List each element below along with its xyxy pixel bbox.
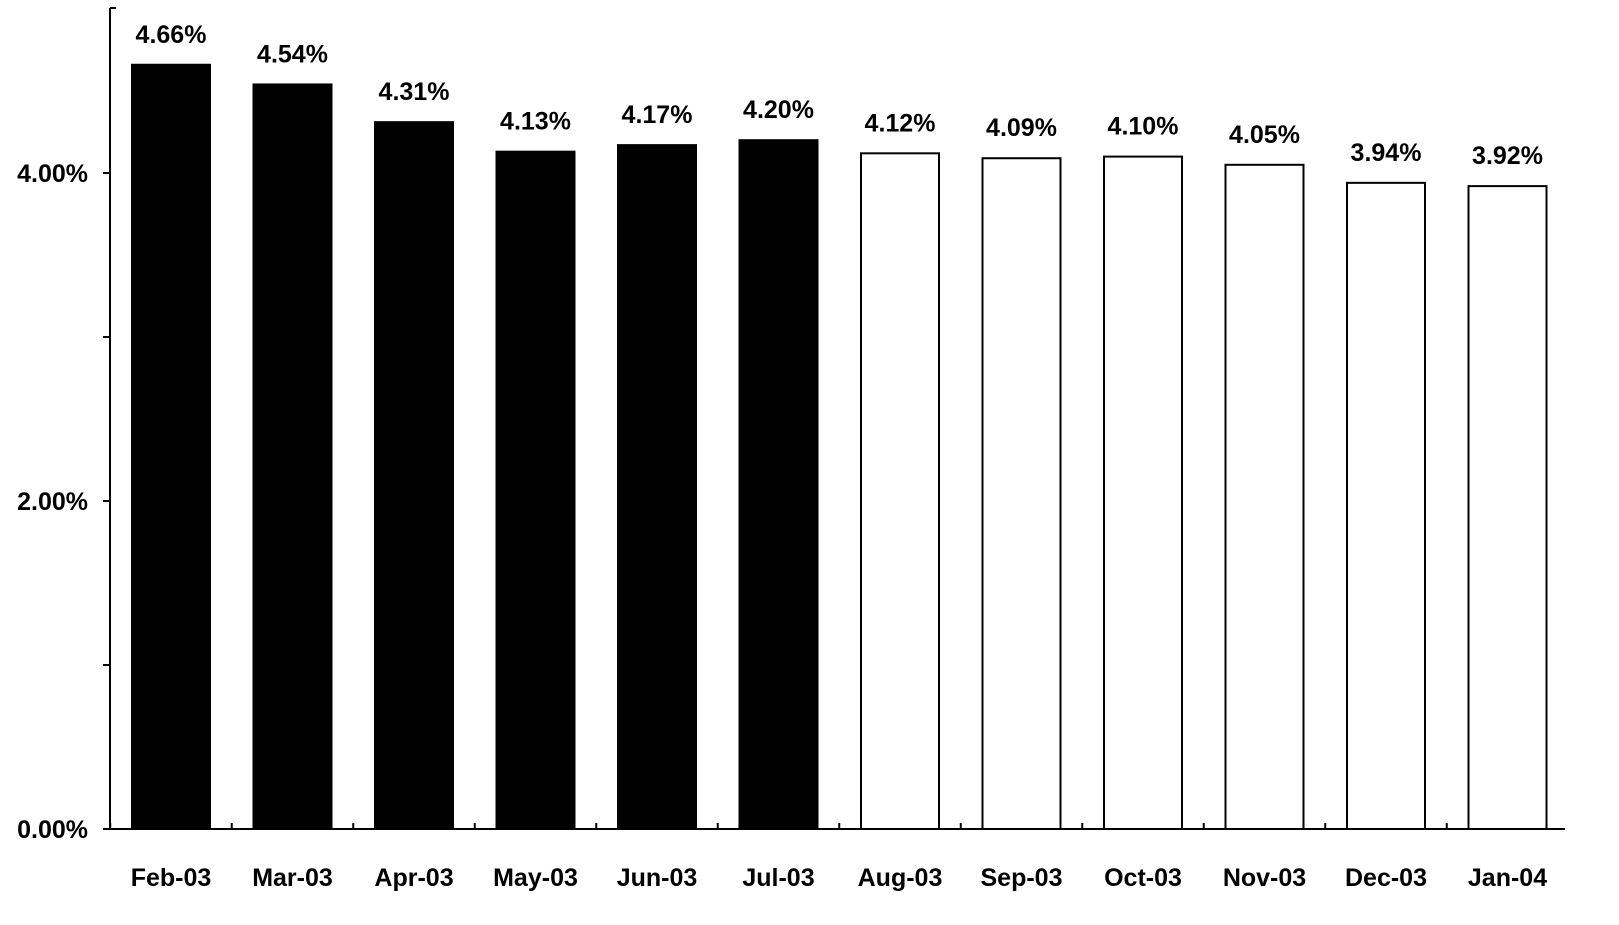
- x-tick-label: Aug-03: [858, 864, 943, 892]
- bar-may-03: [495, 150, 576, 830]
- bar-feb-03: [131, 63, 211, 830]
- x-tick-label: Oct-03: [1104, 864, 1182, 892]
- data-label: 4.20%: [743, 96, 814, 124]
- bar-sep-03: [981, 157, 1062, 831]
- data-label: 4.17%: [622, 101, 693, 129]
- bar-jun-03: [617, 144, 697, 830]
- bar-jul-03: [738, 139, 819, 830]
- x-tick-label: Mar-03: [252, 864, 333, 892]
- data-label: 4.66%: [136, 21, 207, 49]
- x-tick-label: Jan-04: [1468, 864, 1547, 892]
- x-tick-label: Jul-03: [742, 864, 814, 892]
- category-labels: Feb-03 Mar-03 Apr-03 May-03 Jun-03 Jul-03 Aug-…: [131, 864, 1547, 892]
- bar-oct-03: [1103, 155, 1183, 831]
- x-axis: [109, 823, 1565, 830]
- data-labels: 4.66% 4.54% 4.31% 4.13% 4.17% 4.20% 4.12% 4.09%…: [136, 21, 1543, 170]
- data-label: 3.94%: [1351, 139, 1422, 167]
- x-tick-label: Sep-03: [981, 864, 1063, 892]
- x-tick-label: May-03: [493, 864, 578, 892]
- bar-apr-03: [374, 121, 454, 831]
- y-axis: 0.00% 2.00% 4.00%: [17, 7, 116, 844]
- data-label: 4.10%: [1108, 113, 1179, 141]
- data-label: 4.05%: [1229, 121, 1300, 149]
- data-label: 4.13%: [500, 108, 571, 136]
- bar-nov-03: [1224, 163, 1305, 831]
- bar-aug-03: [860, 152, 940, 830]
- data-label: 4.54%: [257, 40, 328, 68]
- x-tick-label: Apr-03: [374, 864, 453, 892]
- bars: [131, 63, 1548, 831]
- data-label: 4.12%: [865, 109, 936, 137]
- x-tick-label: Jun-03: [617, 864, 698, 892]
- data-label: 4.31%: [379, 78, 450, 106]
- y-tick-label: 4.00%: [17, 160, 88, 188]
- bar-jan-04: [1467, 185, 1548, 830]
- y-tick-label: 0.00%: [17, 816, 88, 844]
- bar-dec-03: [1346, 181, 1426, 830]
- bar-mar-03: [252, 83, 333, 830]
- data-label: 4.09%: [986, 114, 1057, 142]
- y-tick-label: 2.00%: [17, 488, 88, 516]
- x-tick-label: Feb-03: [131, 864, 212, 892]
- x-tick-label: Dec-03: [1345, 864, 1427, 892]
- x-tick-label: Nov-03: [1223, 864, 1306, 892]
- data-label: 3.92%: [1472, 142, 1543, 170]
